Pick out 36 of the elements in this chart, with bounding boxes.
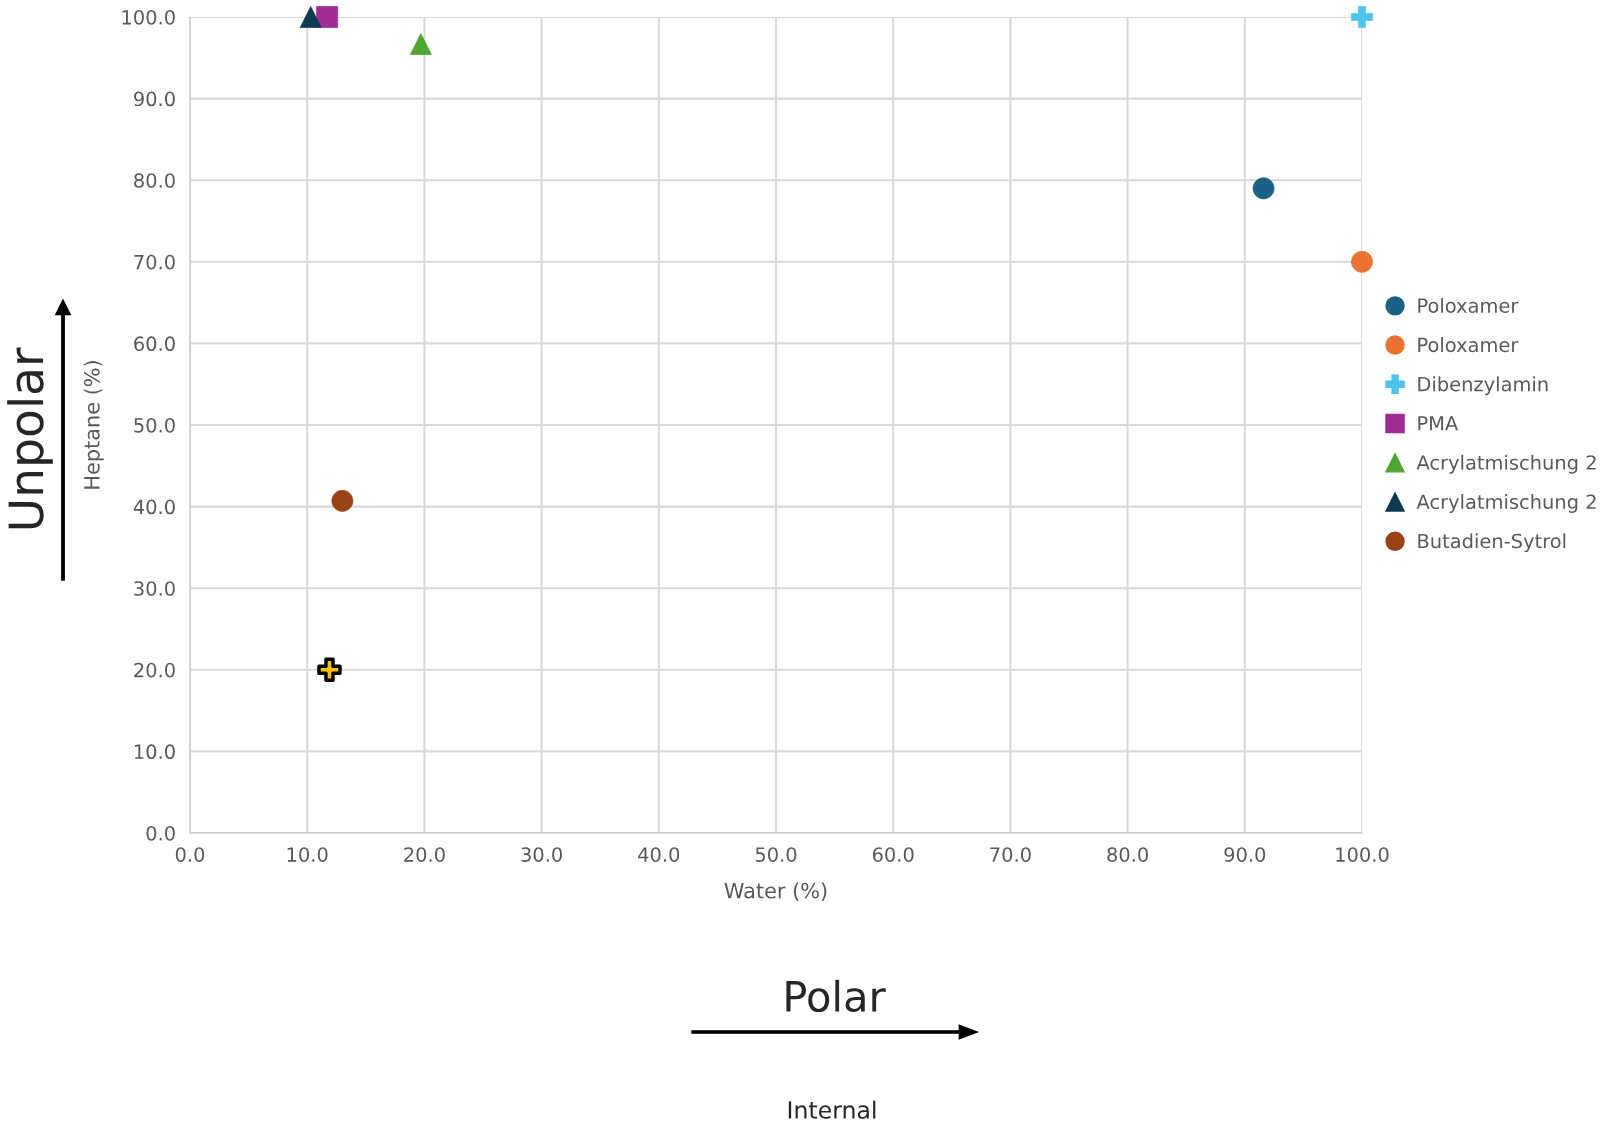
x-tick-label: 10.0 bbox=[287, 847, 328, 862]
point bbox=[1252, 177, 1275, 200]
x-tick-label: 100.0 bbox=[1336, 847, 1389, 862]
legend-label: Dibenzylamin bbox=[1418, 376, 1548, 396]
x-tick-label: 70.0 bbox=[990, 847, 1031, 862]
y-tick-label: 50.0 bbox=[134, 417, 175, 433]
text: Polar bbox=[786, 979, 886, 1013]
legend-label: PMA bbox=[1418, 416, 1459, 431]
legend-label: Poloxamer bbox=[1418, 337, 1519, 353]
y-tick-label: 10.0 bbox=[134, 744, 175, 760]
point bbox=[317, 657, 342, 683]
legend-label: Poloxamer bbox=[1418, 297, 1519, 313]
x-tick-label: 40.0 bbox=[638, 847, 680, 862]
text: Unpolar bbox=[7, 347, 53, 529]
x-axis-title: Water (%) bbox=[724, 882, 827, 901]
legend-label: Butadien-Sytrol bbox=[1418, 533, 1566, 553]
y-tick-label: 40.0 bbox=[133, 499, 175, 515]
x-tick-label: 20.0 bbox=[404, 847, 445, 862]
legend-label: Acrylatmischung 2 bbox=[1416, 494, 1596, 513]
x-tick-label: 80.0 bbox=[1107, 847, 1148, 862]
x-tick-label: 60.0 bbox=[872, 847, 914, 862]
y-tick-label: 100.0 bbox=[122, 9, 175, 25]
y-tick-label: 30.0 bbox=[134, 581, 175, 596]
y-tick-label: 0.0 bbox=[146, 825, 175, 841]
y-tick-label: 60.0 bbox=[134, 336, 175, 352]
x-tick-label: 50.0 bbox=[755, 847, 797, 862]
x-tick-label: 30.0 bbox=[521, 847, 562, 862]
legend-label: Acrylatmischung 2 bbox=[1416, 454, 1596, 474]
text: Internal bbox=[788, 1100, 876, 1119]
y-tick-label: 90.0 bbox=[134, 91, 175, 107]
x-tick-label: 0.0 bbox=[175, 847, 205, 862]
y-tick-label: 70.0 bbox=[134, 254, 175, 270]
y-tick-label: 20.0 bbox=[134, 662, 175, 678]
y-axis-title: Heptane (%) bbox=[83, 361, 104, 489]
y-tick-label: 80.0 bbox=[134, 173, 175, 188]
x-tick-label: 90.0 bbox=[1224, 847, 1266, 862]
